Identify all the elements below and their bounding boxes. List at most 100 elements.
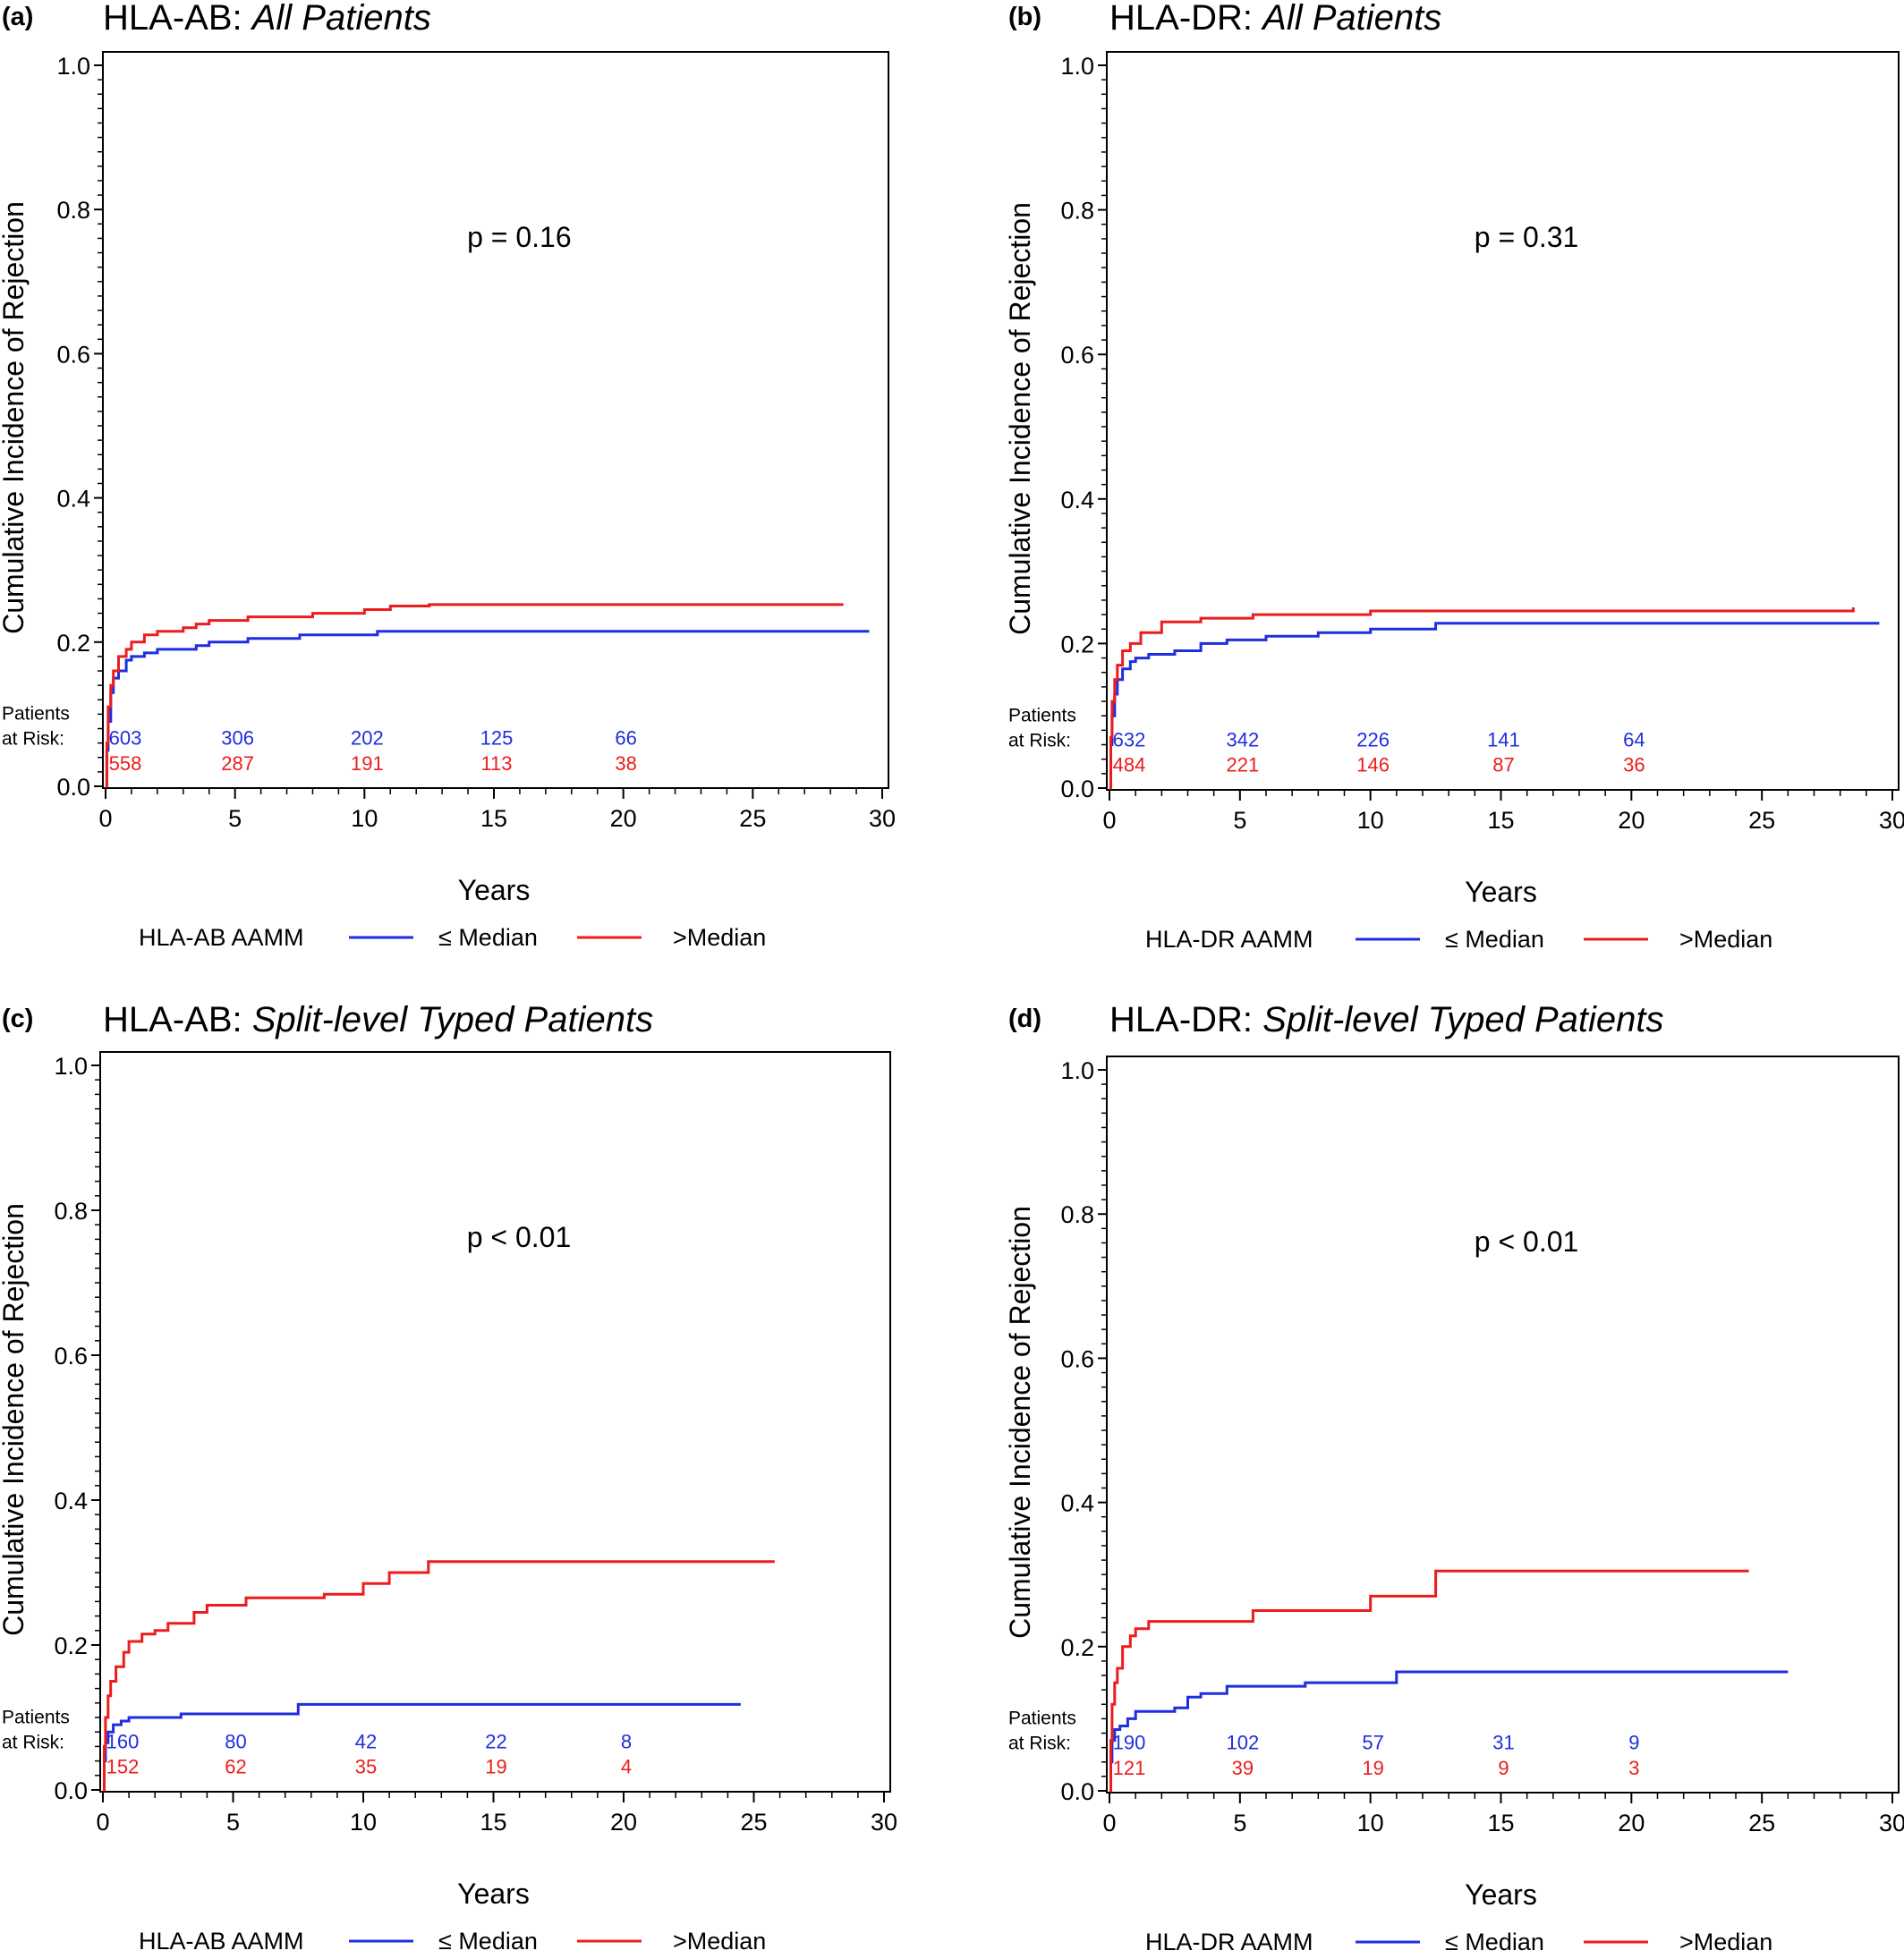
risk-count-gt-median: 484: [1113, 754, 1146, 776]
risk-count-gt-median: 221: [1226, 754, 1259, 776]
x-tick-label: 30: [1879, 1810, 1904, 1836]
risk-count-le-median: 9: [1628, 1732, 1639, 1754]
panel-letter: (d): [1008, 1005, 1041, 1033]
legend-label-gt-median: >Median: [673, 1928, 766, 1955]
x-tick-label: 30: [871, 1809, 897, 1836]
risk-count-gt-median: 19: [485, 1756, 506, 1778]
risk-label-patients: Patients: [2, 704, 70, 725]
x-tick-label: 0: [96, 1809, 109, 1836]
x-axis-label: Years: [1465, 876, 1537, 908]
risk-count-gt-median: 4: [621, 1756, 632, 1778]
risk-count-le-median: 603: [109, 727, 142, 750]
legend-label-le-median: ≤ Median: [1445, 1929, 1544, 1955]
p-value: p = 0.16: [467, 221, 572, 253]
y-tick-label: 0.6: [1060, 1345, 1094, 1372]
x-tick-label: 30: [1879, 807, 1904, 834]
y-tick-label: 0.0: [1060, 1778, 1094, 1805]
x-tick-label: 20: [1618, 1810, 1645, 1836]
y-tick-label: 0.8: [1060, 1201, 1094, 1228]
y-tick-label: 0.4: [54, 1488, 88, 1514]
risk-count-gt-median: 19: [1362, 1757, 1383, 1779]
title-italic: All Patients: [251, 0, 431, 38]
risk-count-le-median: 160: [106, 1730, 140, 1752]
plot-frame: [99, 1051, 891, 1793]
x-tick-label: 20: [1618, 807, 1645, 834]
risk-count-le-median: 80: [225, 1730, 246, 1752]
x-tick-label: 5: [1233, 1810, 1246, 1836]
y-axis-label: Cumulative Incidence of Rejection: [1004, 202, 1036, 635]
x-axis-label: Years: [1465, 1878, 1537, 1911]
panel-title: HLA-AB: All Patients: [103, 0, 431, 38]
risk-count-le-median: 125: [480, 727, 514, 750]
y-tick-label: 0.4: [1060, 487, 1094, 513]
risk-label-patients: Patients: [1008, 705, 1076, 725]
series-line-le-median: [103, 1702, 741, 1792]
y-tick-label: 1.0: [54, 1053, 88, 1080]
legend-title: HLA-DR AAMM: [1145, 926, 1313, 953]
x-tick-label: 10: [351, 805, 378, 832]
risk-count-le-median: 306: [221, 727, 254, 750]
x-tick-label: 0: [1102, 807, 1116, 834]
x-tick-label: 5: [228, 805, 242, 832]
x-tick-label: 25: [1748, 1810, 1775, 1836]
y-tick-label: 0.6: [56, 341, 90, 368]
risk-label-at-risk: at Risk:: [2, 1732, 64, 1752]
y-tick-label: 0.0: [56, 774, 90, 801]
risk-label-at-risk: at Risk:: [1008, 1734, 1071, 1754]
series-line-gt-median: [103, 1560, 775, 1792]
y-tick-label: 0.2: [54, 1632, 88, 1659]
risk-count-gt-median: 35: [355, 1756, 377, 1778]
risk-count-gt-median: 152: [106, 1756, 140, 1778]
y-tick-label: 0.2: [1060, 631, 1094, 657]
x-tick-label: 20: [610, 1809, 637, 1836]
risk-label-patients: Patients: [2, 1707, 70, 1727]
plot-frame: [1106, 1056, 1900, 1794]
panel-title: HLA-DR: Split-level Typed Patients: [1109, 1000, 1664, 1039]
risk-count-gt-median: 87: [1492, 754, 1514, 776]
x-tick-label: 5: [1233, 807, 1246, 834]
x-tick-label: 0: [1102, 1810, 1116, 1836]
panel-title: HLA-DR: All Patients: [1109, 0, 1441, 38]
p-value: p < 0.01: [467, 1221, 572, 1253]
series-line-le-median: [1109, 622, 1880, 790]
series-line-le-median: [1109, 1670, 1789, 1793]
x-axis-label: Years: [457, 1878, 530, 1910]
title-prefix: HLA-DR:: [1109, 1000, 1262, 1039]
y-tick-label: 1.0: [1060, 1057, 1094, 1084]
chart-panel-d: (d) HLA-DR: Split-level Typed Patients 0.0…: [1004, 1000, 1904, 1955]
risk-count-le-median: 57: [1362, 1732, 1383, 1754]
series-line-gt-median: [1109, 1569, 1749, 1793]
y-tick-label: 0.2: [1060, 1634, 1094, 1661]
x-tick-label: 15: [480, 805, 507, 832]
y-tick-label: 0.6: [54, 1343, 88, 1370]
y-tick-label: 0.8: [54, 1198, 88, 1225]
y-tick-label: 1.0: [1060, 53, 1094, 80]
y-axis-label: Cumulative Incidence of Rejection: [1004, 1206, 1036, 1639]
legend-label-gt-median: >Median: [673, 924, 766, 951]
legend-label-le-median: ≤ Median: [438, 924, 538, 951]
risk-count-le-median: 632: [1113, 728, 1146, 751]
x-tick-label: 25: [1748, 807, 1775, 834]
risk-count-gt-median: 36: [1623, 754, 1645, 776]
title-prefix: HLA-AB:: [103, 1000, 252, 1039]
series-line-gt-median: [1109, 607, 1855, 790]
y-axis-label: Cumulative Incidence of Rejection: [0, 1203, 30, 1636]
risk-label-at-risk: at Risk:: [2, 729, 64, 750]
series-line-le-median: [105, 630, 870, 788]
risk-count-gt-median: 113: [480, 752, 512, 775]
risk-count-le-median: 42: [355, 1730, 377, 1752]
chart-panel-c: (c) HLA-AB: Split-level Typed Patients 0.0…: [0, 1000, 897, 1955]
y-axis-label: Cumulative Incidence of Rejection: [0, 201, 30, 634]
risk-count-le-median: 202: [351, 727, 384, 750]
y-tick-label: 1.0: [56, 53, 90, 80]
x-tick-label: 10: [1357, 807, 1384, 834]
p-value: p < 0.01: [1475, 1225, 1579, 1258]
risk-count-le-median: 141: [1487, 728, 1520, 751]
risk-label-patients: Patients: [1008, 1709, 1076, 1729]
x-tick-label: 10: [350, 1809, 377, 1836]
risk-count-gt-median: 146: [1356, 754, 1390, 776]
risk-count-gt-median: 38: [615, 752, 636, 775]
x-tick-label: 25: [740, 1809, 767, 1836]
legend-label-le-median: ≤ Median: [438, 1928, 538, 1955]
risk-count-gt-median: 121: [1113, 1757, 1146, 1779]
